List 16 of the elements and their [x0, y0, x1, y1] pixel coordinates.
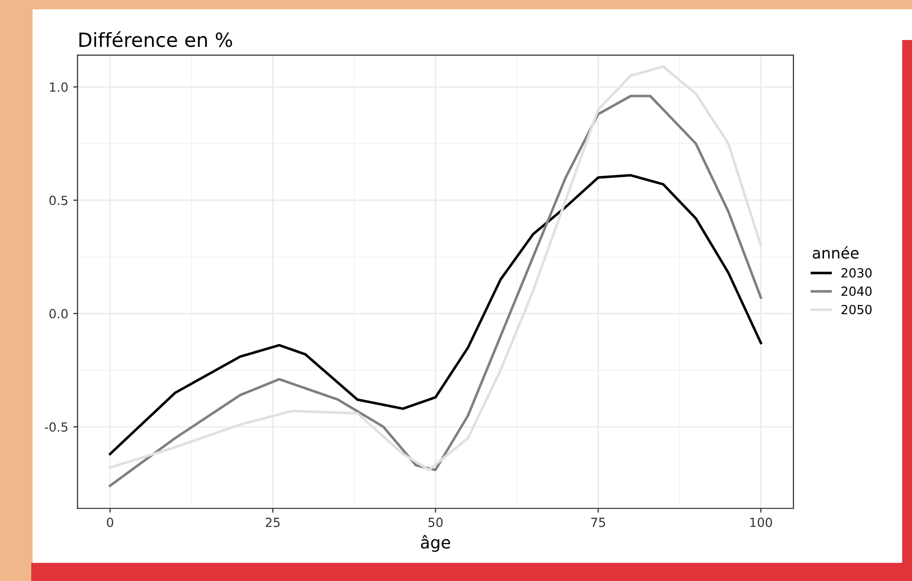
- x-tick-label: 25: [266, 518, 280, 528]
- x-tick-label: 0: [106, 518, 114, 528]
- y-tick-label: 1.0: [50, 82, 68, 92]
- x-tick-label: 75: [591, 518, 606, 528]
- legend-label: 2050: [842, 304, 872, 314]
- chart-title: Différence en %: [79, 31, 232, 48]
- legend-label: 2040: [842, 286, 872, 296]
- legend-label: 2030: [842, 268, 872, 278]
- x-axis-title: âge: [420, 535, 450, 552]
- line-series: [108, 174, 762, 456]
- x-tick-label: 100: [750, 518, 772, 528]
- y-tick-label: 0.0: [49, 308, 68, 318]
- y-tick-label: -0.5: [44, 422, 68, 432]
- legend-title: année: [812, 246, 859, 259]
- y-tick-label: 0.5: [49, 196, 68, 206]
- x-tick-label: 50: [428, 518, 443, 528]
